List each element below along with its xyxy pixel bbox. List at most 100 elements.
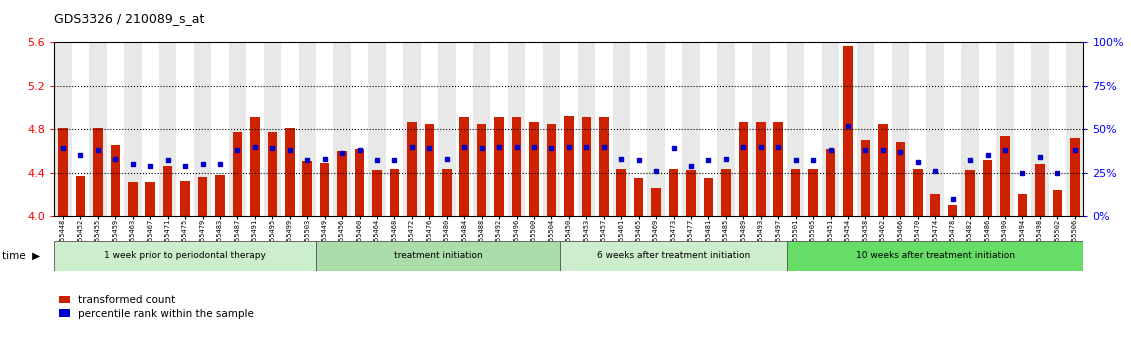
Bar (529, 122, 538, 216)
Bar (913, 169, 923, 216)
Bar (687, 170, 696, 216)
Bar (599, 117, 608, 216)
Bar (787, 42, 804, 216)
Bar (926, 42, 944, 216)
Bar (424, 124, 434, 216)
Bar (372, 170, 382, 216)
Bar (647, 42, 665, 216)
Bar (93, 128, 103, 216)
Bar (124, 42, 141, 216)
Bar (320, 163, 329, 216)
Bar (560, 241, 787, 271)
Bar (351, 42, 369, 216)
Bar (334, 42, 351, 216)
Bar (442, 169, 451, 216)
Bar (369, 42, 386, 216)
Bar (302, 161, 312, 216)
Bar (511, 117, 521, 216)
Bar (791, 169, 801, 216)
Bar (438, 42, 456, 216)
Bar (76, 176, 85, 216)
Bar (739, 122, 748, 216)
Text: time  ▶: time ▶ (2, 251, 41, 261)
Bar (508, 42, 525, 216)
Bar (337, 151, 347, 216)
Bar (247, 42, 264, 216)
Bar (250, 117, 260, 216)
Bar (752, 42, 769, 216)
Bar (826, 149, 836, 216)
Bar (682, 42, 700, 216)
Bar (459, 117, 469, 216)
Bar (215, 175, 225, 216)
Bar (141, 42, 159, 216)
Bar (543, 42, 560, 216)
Bar (560, 42, 578, 216)
Bar (316, 241, 560, 271)
Bar (491, 42, 508, 216)
Bar (54, 42, 71, 216)
Bar (774, 122, 783, 216)
Bar (176, 42, 193, 216)
Bar (1053, 190, 1062, 216)
Bar (403, 42, 421, 216)
Bar (909, 42, 926, 216)
Bar (931, 194, 940, 216)
Bar (891, 42, 909, 216)
Bar (756, 122, 766, 216)
Bar (809, 169, 818, 216)
Bar (1013, 42, 1031, 216)
Bar (163, 166, 172, 216)
Text: 10 weeks after treatment initiation: 10 weeks after treatment initiation (856, 251, 1015, 260)
Bar (54, 241, 316, 271)
Bar (386, 42, 403, 216)
Bar (299, 42, 316, 216)
Bar (180, 181, 190, 216)
Bar (407, 122, 416, 216)
Bar (578, 42, 595, 216)
Bar (944, 42, 961, 216)
Bar (228, 42, 247, 216)
Bar (268, 132, 277, 216)
Bar (787, 241, 1083, 271)
Bar (722, 169, 731, 216)
Bar (546, 124, 556, 216)
Bar (128, 182, 138, 216)
Bar (525, 42, 543, 216)
Bar (1018, 194, 1027, 216)
Bar (613, 42, 630, 216)
Bar (948, 205, 958, 216)
Bar (285, 128, 294, 216)
Bar (159, 42, 176, 216)
Bar (111, 145, 120, 216)
Bar (700, 42, 717, 216)
Bar (71, 42, 89, 216)
Bar (494, 117, 504, 216)
Bar (996, 42, 1013, 216)
Bar (703, 178, 714, 216)
Bar (616, 169, 627, 216)
Bar (282, 42, 299, 216)
Legend: transformed count, percentile rank within the sample: transformed count, percentile rank withi… (60, 296, 254, 319)
Bar (198, 177, 207, 216)
Bar (844, 46, 853, 216)
Bar (735, 42, 752, 216)
Bar (355, 149, 364, 216)
Bar (878, 124, 888, 216)
Bar (211, 42, 228, 216)
Bar (1048, 42, 1067, 216)
Bar (1070, 138, 1080, 216)
Bar (856, 42, 874, 216)
Bar (473, 42, 491, 216)
Bar (1000, 136, 1010, 216)
Bar (1035, 164, 1045, 216)
Bar (233, 132, 242, 216)
Bar (390, 169, 399, 216)
Text: GDS3326 / 210089_s_at: GDS3326 / 210089_s_at (54, 12, 205, 25)
Bar (106, 42, 124, 216)
Text: 1 week prior to periodontal therapy: 1 week prior to periodontal therapy (104, 251, 266, 260)
Bar (839, 42, 856, 216)
Bar (804, 42, 822, 216)
Bar (861, 140, 870, 216)
Bar (665, 42, 682, 216)
